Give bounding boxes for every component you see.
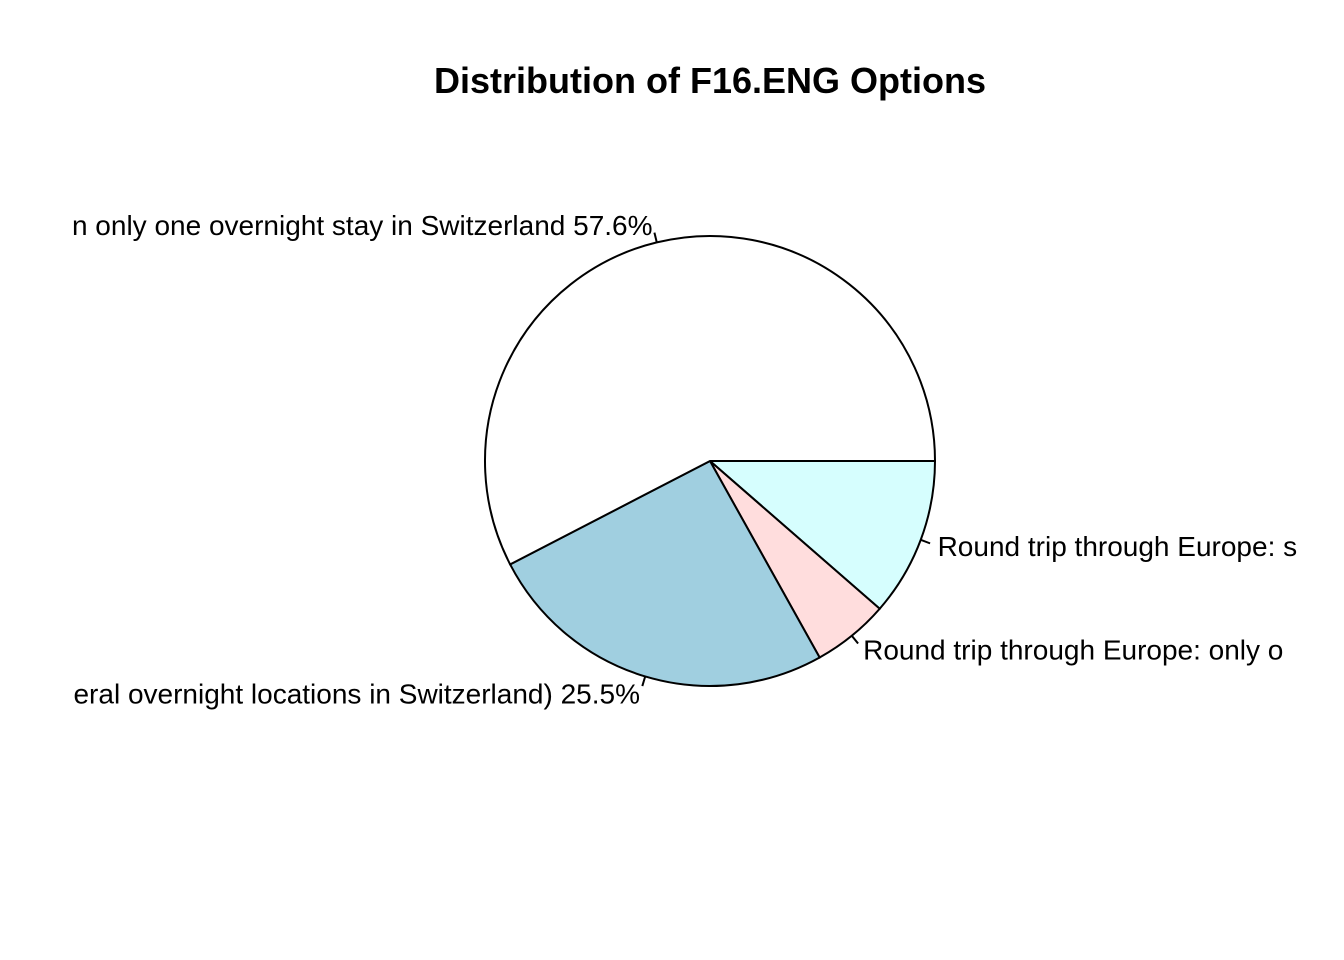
label-tick-2 [641,676,647,687]
slice-labels: Round trip through Europe: s Round trip t… [72,210,1297,710]
slice-label-1: Round trip through Europe: only o [863,635,1283,666]
pie-slice-2 [508,459,821,687]
label-tick-0 [920,538,931,545]
label-tick-1 [851,635,859,645]
pie-slice-0 [707,460,937,611]
pie-slices [484,235,937,687]
pie-slice-3 [484,235,937,566]
label-ticks [641,232,931,687]
slice-label-2: eral overnight locations in Switzerland)… [73,679,640,710]
slice-label-0: Round trip through Europe: s [938,531,1298,562]
label-tick-3 [653,232,658,243]
chart-title: Distribution of F16.ENG Options [434,60,986,101]
slice-label-3: n only one overnight stay in Switzerland… [72,210,653,241]
